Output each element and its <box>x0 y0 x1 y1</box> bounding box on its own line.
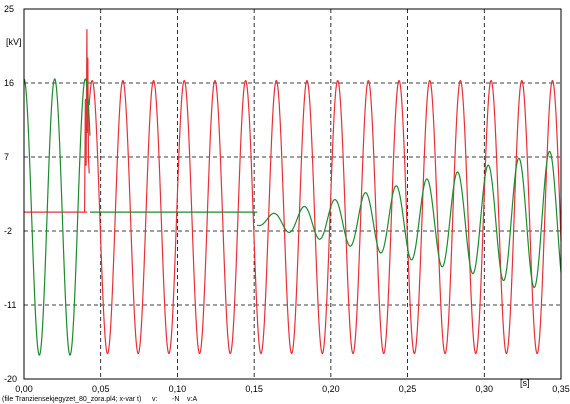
x-tick-label: 0,00 <box>15 384 33 394</box>
x-tick-label: 0,30 <box>476 384 494 394</box>
legend-series-0: v: <box>152 396 158 403</box>
x-tick-label: 0,20 <box>322 384 340 394</box>
x-tick-label: 0,25 <box>399 384 417 394</box>
y-axis-label: [kV] <box>6 37 22 47</box>
x-tick-label: 0,05 <box>92 384 110 394</box>
y-tick-label: -20 <box>4 374 17 384</box>
y-tick-label: 7 <box>4 152 9 162</box>
x-tick-label: 0,15 <box>245 384 263 394</box>
series-line-1 <box>23 78 562 356</box>
x-tick-label: 0,35 <box>552 384 570 394</box>
y-tick-label: 25 <box>4 4 14 14</box>
y-tick-label: -2 <box>4 226 12 236</box>
legend: (file Tranziensekjegyzet_80_zora.pl4; x-… <box>2 396 197 403</box>
x-axis-label: [s] <box>520 378 530 388</box>
series-layer <box>23 28 562 356</box>
legend-series-0-suffix: -N <box>172 396 179 403</box>
series-line-0 <box>23 28 562 355</box>
y-tick-label: 16 <box>4 78 14 88</box>
y-axis-ticks: 25 16 7 -2 -11 -20 <box>4 4 17 384</box>
x-tick-label: 0,10 <box>169 384 187 394</box>
legend-series-1: v:A <box>187 396 197 403</box>
x-axis-ticks: 0,00 0,05 0,10 0,15 0,20 0,25 0,30 0,35 <box>15 384 570 394</box>
y-tick-label: -11 <box>4 300 16 310</box>
legend-file: (file Tranziensekjegyzet_80_zora.pl4; x-… <box>2 396 141 403</box>
plot-frame <box>23 8 562 380</box>
